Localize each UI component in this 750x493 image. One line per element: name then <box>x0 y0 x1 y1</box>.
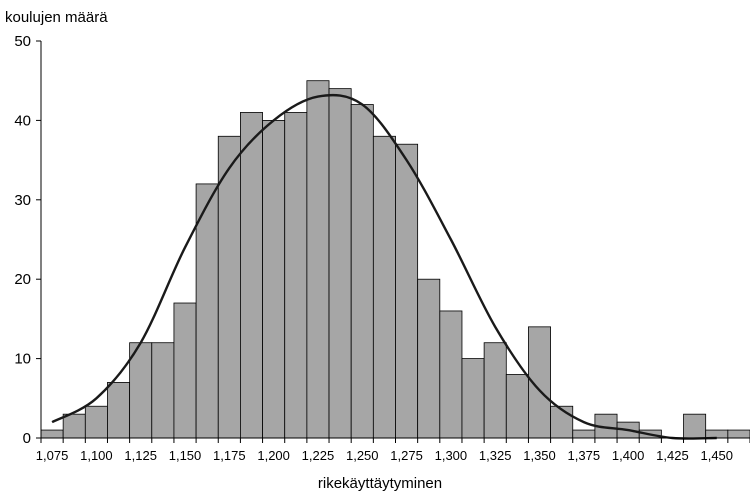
x-tick-label: 1,275 <box>390 448 423 463</box>
histogram-bar <box>572 429 596 439</box>
normal-fit-curve <box>51 93 717 440</box>
histogram-bar <box>40 429 64 439</box>
x-tick-label: 1,225 <box>302 448 335 463</box>
histogram-bar <box>727 429 750 439</box>
x-axis-label: rikekäyttäytyminen <box>318 475 442 492</box>
x-tick-label: 1,300 <box>435 448 468 463</box>
y-tick-label: 0 <box>23 430 31 447</box>
histogram-bar <box>683 413 707 439</box>
histogram-bar <box>505 374 529 439</box>
histogram-bar <box>151 342 175 439</box>
x-tick-label: 1,125 <box>124 448 157 463</box>
x-tick-label: 1,150 <box>169 448 202 463</box>
y-tick-label: 30 <box>14 192 31 209</box>
y-tick-label: 10 <box>14 351 31 368</box>
histogram-bar <box>350 104 374 439</box>
histogram-bar <box>84 405 108 439</box>
x-tick-label: 1,175 <box>213 448 246 463</box>
bars-group <box>40 80 750 439</box>
x-tick-label: 1,400 <box>612 448 645 463</box>
y-axis-label: koulujen määrä <box>5 9 108 26</box>
histogram-bar <box>173 302 197 439</box>
fit-curve-group <box>51 93 717 440</box>
histogram-bar <box>461 358 485 439</box>
x-tick-label: 1,100 <box>80 448 113 463</box>
y-tick-label: 50 <box>14 33 31 50</box>
histogram-bar <box>439 310 463 439</box>
x-tick-label: 1,375 <box>568 448 601 463</box>
histogram-bar <box>107 382 131 439</box>
histogram-bar <box>240 112 263 439</box>
histogram-bar <box>62 413 86 439</box>
x-tick-label: 1,325 <box>479 448 512 463</box>
histogram-bar <box>284 112 308 439</box>
axes-group: 0 10 20 30 40 50 1,075 1,100 1,125 1,150 1,175 1,20… <box>14 33 750 463</box>
histogram-bar <box>483 342 507 439</box>
histogram-bar <box>417 278 441 439</box>
histogram-bar <box>328 88 352 439</box>
x-tick-label: 1,200 <box>257 448 290 463</box>
y-tick-label: 20 <box>14 271 31 288</box>
x-tick-label: 1,425 <box>656 448 689 463</box>
histogram-bar <box>306 80 330 439</box>
histogram-bar <box>372 135 396 439</box>
x-tick-label: 1,350 <box>523 448 556 463</box>
x-tick-label: 1,450 <box>700 448 733 463</box>
histogram-bar <box>262 120 286 439</box>
histogram-bar <box>395 143 419 439</box>
x-tick-label: 1,075 <box>36 448 69 463</box>
x-tick-label: 1,250 <box>346 448 379 463</box>
y-tick-label: 40 <box>14 112 31 129</box>
